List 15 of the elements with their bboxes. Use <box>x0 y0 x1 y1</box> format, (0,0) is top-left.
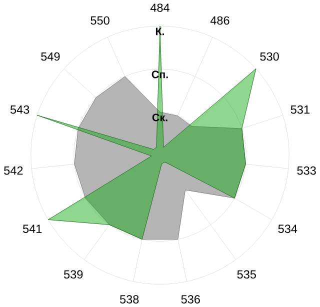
spoke-label: 535 <box>237 270 256 279</box>
spoke-label: 541 <box>22 224 42 233</box>
spoke-label: 484 <box>150 4 170 12</box>
spoke-label: 533 <box>297 166 316 175</box>
spoke-label: 539 <box>64 270 83 279</box>
spoke-label: 543 <box>10 105 30 114</box>
spoke-label: 549 <box>41 52 60 61</box>
spoke-label: 534 <box>278 224 298 233</box>
spoke-label: 536 <box>181 295 200 304</box>
spoke-label: 542 <box>4 166 23 175</box>
spoke-label: 538 <box>120 295 139 304</box>
spoke-label: 486 <box>210 16 230 25</box>
spoke-label: 530 <box>260 52 279 61</box>
spoke-label: 531 <box>290 105 310 114</box>
spoke-label: 550 <box>90 16 110 25</box>
